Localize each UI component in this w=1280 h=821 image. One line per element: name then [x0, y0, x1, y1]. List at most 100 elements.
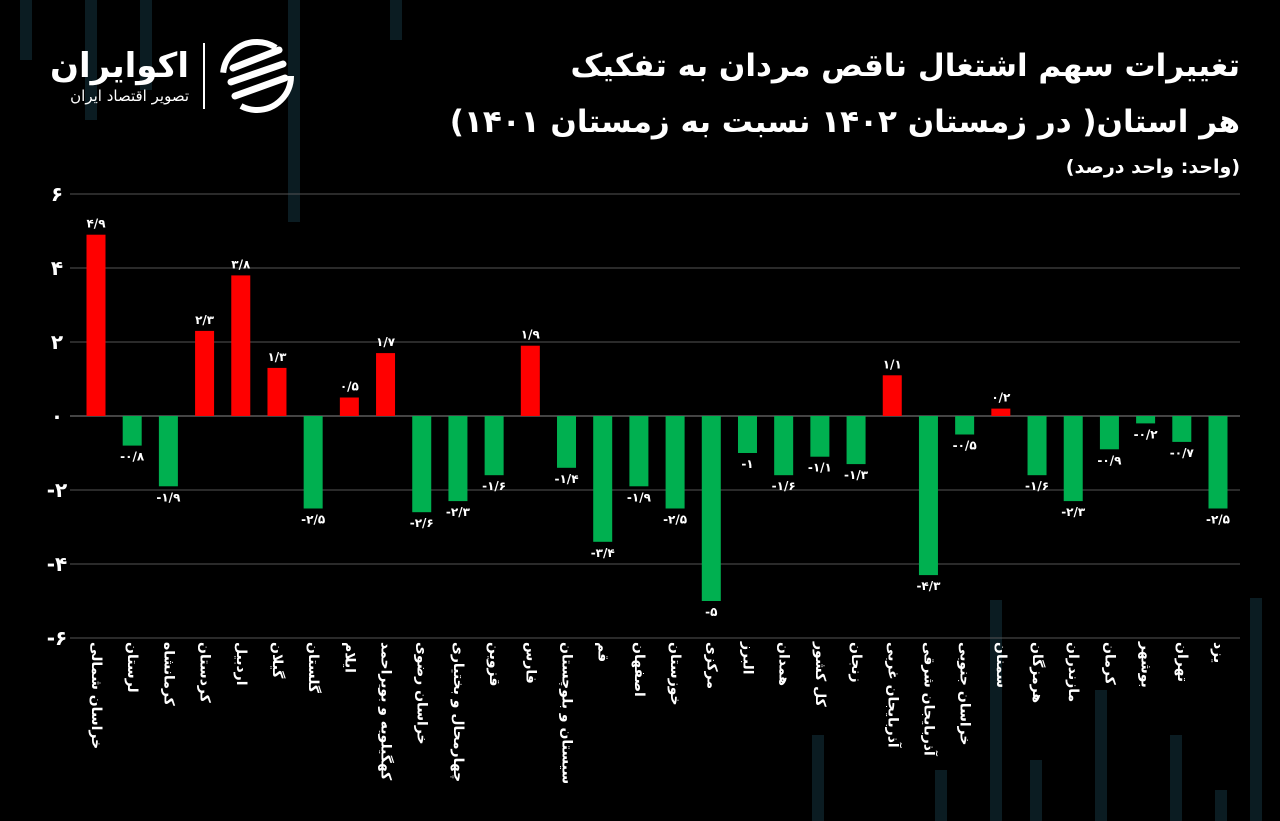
data-label: ۳/۸: [231, 257, 251, 271]
data-label: -۱/۹: [156, 490, 181, 504]
bar: [195, 330, 215, 416]
x-tick-label: سمنان: [992, 642, 1009, 689]
y-tick-label: -۲: [47, 478, 68, 502]
x-tick-label: اصفهان: [630, 642, 647, 697]
bar: [737, 416, 757, 453]
bar: [86, 234, 106, 416]
background-bar: [1170, 735, 1182, 821]
x-tick-label: یزد: [1210, 642, 1226, 664]
bar: [774, 416, 794, 476]
x-tick-label: گیلان: [268, 642, 285, 679]
title-line-2: هر استان( در زمستان ۱۴۰۲ نسبت به زمستان …: [449, 104, 1240, 140]
data-label: -۰/۷: [1170, 446, 1195, 460]
y-tick-label: -۶: [47, 626, 68, 650]
x-tick-label: کهگیلویه و بویراحمد: [377, 642, 394, 781]
data-label: ۴/۹: [86, 217, 106, 231]
chart-title: تغییرات سهم اشتغال ناقص مردان به تفکیک ه…: [450, 38, 1240, 150]
y-tick-label: ۰: [51, 404, 63, 428]
x-tick-label: قم: [594, 642, 611, 663]
data-label: -۲/۵: [663, 513, 687, 527]
data-label: -۱/۹: [627, 490, 652, 504]
x-tick-label: آذربایجان شرقی: [920, 642, 937, 756]
x-tick-label: هرمزگان: [1029, 642, 1046, 704]
data-label: -۴/۳: [916, 579, 941, 593]
logo-mark-icon: [220, 39, 294, 113]
x-tick-label: اردبیل: [232, 642, 249, 686]
data-label: -۱: [741, 457, 753, 471]
x-tick-label: همدان: [775, 642, 792, 686]
bar: [593, 416, 613, 542]
x-tick-label: کردستان: [196, 642, 213, 703]
bar: [448, 416, 468, 502]
x-tick-label: لرستان: [124, 642, 141, 693]
data-label: -۱/۱: [808, 461, 832, 475]
data-label: -۱/۶: [482, 479, 506, 493]
x-tick-label: خوزستان: [667, 642, 684, 706]
bar: [520, 345, 540, 416]
bar: [231, 275, 251, 416]
data-label: -۳/۴: [591, 546, 615, 560]
bar: [882, 375, 902, 416]
background-bar: [1215, 790, 1227, 821]
bar: [1172, 416, 1192, 442]
data-label: ۱/۷: [376, 335, 396, 349]
data-label: -۰/۵: [953, 439, 977, 453]
data-label: -۰/۹: [1097, 453, 1122, 467]
logo-tagline: تصویر اقتصاد ایران: [70, 87, 189, 105]
bar: [484, 416, 504, 476]
x-tick-label: تهران: [1173, 642, 1190, 682]
x-tick-label: کرمان: [1101, 642, 1118, 685]
data-label: -۵: [705, 605, 717, 619]
background-bar: [1095, 690, 1107, 821]
unit-label: (واحد: واحد درصد): [1065, 156, 1240, 178]
background-bar: [85, 0, 97, 120]
logo-name: اکوایران: [50, 46, 189, 86]
y-tick-label: ۶: [51, 182, 63, 206]
data-label: -۲/۶: [410, 516, 434, 530]
x-tick-label: البرز: [739, 642, 756, 675]
bar: [339, 397, 359, 416]
bar: [1099, 416, 1119, 450]
data-label: -۱/۶: [1025, 479, 1049, 493]
x-tick-label: ایلام: [341, 642, 358, 673]
x-tick-label: کل کشور: [811, 642, 828, 707]
bar: [557, 416, 577, 468]
background-bar: [20, 0, 32, 60]
x-tick-label: گلستان: [305, 642, 322, 694]
data-label: -۰/۲: [1134, 427, 1159, 441]
data-label: -۲/۳: [446, 505, 471, 519]
background-bar: [935, 770, 947, 821]
bar: [1208, 416, 1228, 509]
data-label: ۰/۵: [340, 380, 359, 394]
bar: [918, 416, 938, 576]
bar: [629, 416, 649, 487]
data-label: ۱/۳: [267, 350, 287, 364]
x-tick-label: خراسان جنوبی: [956, 642, 973, 746]
x-tick-label: کرمانشاه: [160, 642, 177, 706]
data-label: -۲/۵: [1206, 513, 1230, 527]
bar: [991, 408, 1011, 416]
data-label: ۰/۲: [991, 391, 1011, 405]
x-tick-label: زنجان: [848, 642, 865, 683]
data-label: -۲/۵: [301, 513, 325, 527]
bar: [810, 416, 830, 457]
bar: [122, 416, 142, 446]
x-tick-label: مازندران: [1065, 642, 1082, 703]
bar: [1063, 416, 1083, 502]
y-tick-label: -۴: [47, 552, 68, 576]
bar: [701, 416, 721, 601]
data-label: -۱/۶: [772, 479, 796, 493]
x-tick-label: چهارمحال و بختیاری: [449, 642, 466, 783]
x-tick-label: خراسان رضوی: [413, 642, 430, 745]
y-tick-label: ۲: [51, 330, 63, 354]
background-bar: [140, 0, 152, 90]
data-label: -۱/۴: [555, 472, 579, 486]
title-line-1: تغییرات سهم اشتغال ناقص مردان به تفکیک: [570, 48, 1240, 84]
y-tick-label: ۴: [51, 256, 63, 280]
bar: [665, 416, 685, 509]
x-tick-label: قزوین: [486, 642, 503, 687]
x-tick-label: بوشهر: [1137, 642, 1154, 688]
x-tick-label: مرکزی: [703, 642, 720, 690]
logo: اکوایران تصویر اقتصاد ایران: [50, 38, 295, 114]
